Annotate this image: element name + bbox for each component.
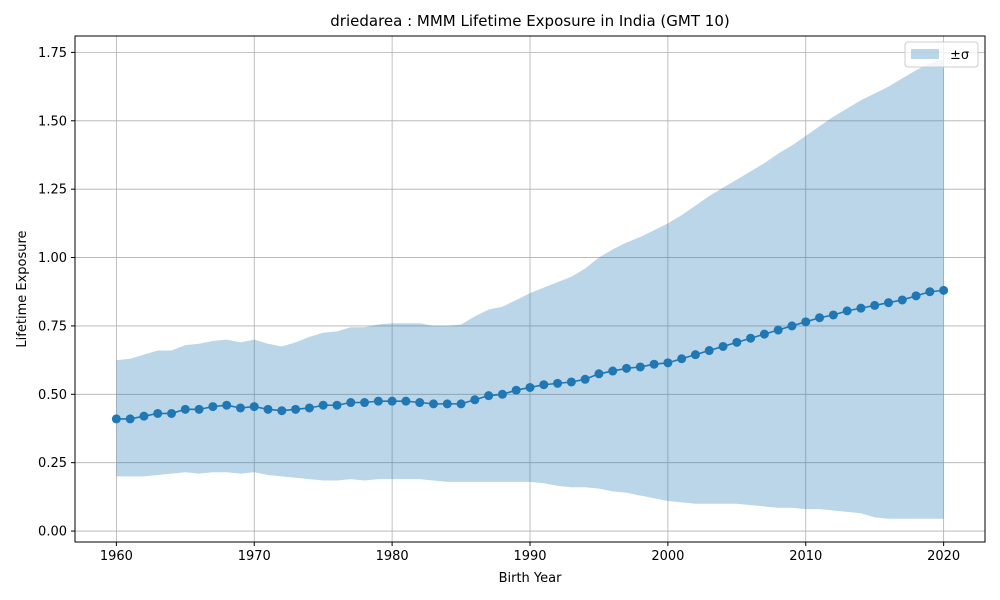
data-point — [111, 414, 121, 424]
data-point — [828, 310, 838, 320]
grid-layer — [75, 36, 985, 542]
data-point — [249, 402, 259, 412]
y-axis-label: Lifetime Exposure — [15, 230, 30, 347]
data-point — [580, 374, 590, 384]
data-point — [622, 363, 632, 373]
data-point — [373, 396, 383, 406]
x-tick-label: 1990 — [513, 549, 546, 564]
data-point — [608, 366, 618, 376]
data-point — [415, 398, 425, 408]
x-tick-label: 1960 — [100, 549, 133, 564]
data-point — [125, 414, 135, 424]
data-point — [387, 396, 397, 406]
legend: ±σ — [904, 41, 979, 68]
y-tick-label: 1.25 — [38, 183, 67, 198]
data-point — [484, 391, 494, 401]
y-tick-label: 0.50 — [38, 388, 67, 403]
y-tick-label: 1.00 — [38, 251, 67, 266]
data-point — [663, 358, 673, 368]
data-point — [897, 295, 907, 305]
y-axis-ticks: 0.00 0.25 0.50 0.75 1.00 1.25 1.50 1.75 — [38, 46, 75, 540]
x-tick-label: 2020 — [927, 549, 960, 564]
data-point — [732, 337, 742, 347]
data-point — [277, 406, 287, 416]
y-tick-label: 0.00 — [38, 525, 67, 540]
data-point — [649, 359, 659, 369]
data-point — [566, 377, 576, 387]
data-point — [291, 404, 301, 414]
data-point — [442, 399, 452, 409]
data-point — [594, 369, 604, 379]
data-point — [690, 350, 700, 360]
chart-title: driedarea : MMM Lifetime Exposure in Ind… — [330, 12, 729, 30]
data-point — [222, 400, 232, 410]
data-point — [746, 333, 756, 343]
data-point — [856, 303, 866, 313]
data-point — [153, 408, 163, 418]
data-point — [539, 380, 549, 390]
data-point — [759, 329, 769, 339]
data-point — [925, 287, 935, 297]
data-point — [235, 403, 245, 413]
data-point — [815, 313, 825, 323]
data-point — [346, 398, 356, 408]
data-point — [787, 321, 797, 331]
data-point — [360, 398, 370, 408]
data-point — [718, 341, 728, 351]
data-point — [180, 404, 190, 414]
data-point — [332, 400, 342, 410]
data-point — [883, 298, 893, 308]
data-point — [525, 382, 535, 392]
data-point — [870, 300, 880, 310]
legend-swatch-band — [911, 49, 939, 59]
data-point — [677, 354, 687, 364]
data-point — [263, 404, 273, 414]
x-tick-label: 2000 — [651, 549, 684, 564]
data-point — [842, 306, 852, 316]
data-point — [401, 396, 411, 406]
data-point — [801, 317, 811, 327]
data-point — [304, 403, 314, 413]
x-tick-label: 2010 — [789, 549, 822, 564]
data-point — [318, 400, 328, 410]
y-tick-label: 1.50 — [38, 114, 67, 129]
data-point — [167, 408, 177, 418]
data-point — [704, 346, 714, 356]
legend-label-band: ±σ — [950, 48, 969, 63]
data-point — [470, 395, 480, 405]
data-point — [635, 362, 645, 372]
y-tick-label: 1.75 — [38, 46, 67, 61]
data-point — [139, 411, 149, 421]
x-tick-label: 1980 — [376, 549, 409, 564]
point-layer — [111, 285, 949, 424]
data-point — [939, 285, 949, 295]
data-point — [456, 399, 466, 409]
x-tick-label: 1970 — [238, 549, 271, 564]
data-point — [773, 325, 783, 335]
data-point — [911, 291, 921, 301]
data-point — [511, 385, 521, 395]
data-point — [428, 399, 438, 409]
legend-frame — [904, 41, 979, 68]
y-tick-label: 0.25 — [38, 456, 67, 471]
x-axis-label: Birth Year — [499, 571, 563, 586]
data-point — [497, 389, 507, 399]
data-point — [194, 404, 204, 414]
x-axis-ticks: 1960 1970 1980 1990 2000 2010 2020 — [100, 542, 960, 564]
data-point — [208, 402, 218, 412]
data-point — [553, 378, 563, 388]
y-tick-label: 0.75 — [38, 319, 67, 334]
